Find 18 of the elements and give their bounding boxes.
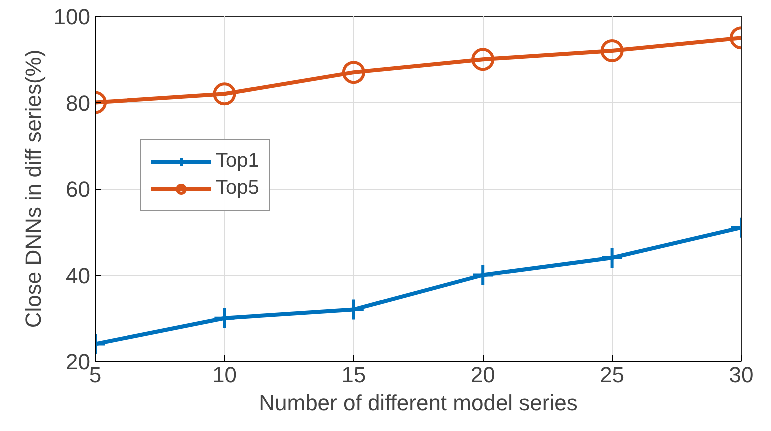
y-tick-label: 100	[54, 4, 91, 30]
point	[472, 264, 495, 287]
x-tick-label: 20	[470, 362, 496, 388]
point	[472, 48, 495, 72]
x-tick-label: 10	[212, 362, 237, 388]
x-tick-label: 5	[89, 362, 102, 388]
point	[342, 61, 366, 84]
x-tick-label: 30	[729, 362, 754, 388]
legend-label: Top5	[216, 177, 260, 200]
y-tick-label: 60	[66, 177, 91, 202]
x-tick-label: 15	[342, 362, 366, 388]
y-tick-label: 40	[66, 263, 91, 288]
legend-label: Top1	[216, 150, 260, 173]
y-axis-title: Close DNNs in diff series(%)	[20, 50, 46, 328]
x-axis-title: Number of different model series	[259, 390, 578, 416]
x-tick-label: 25	[600, 362, 625, 388]
y-tick-label: 80	[66, 90, 91, 116]
point	[342, 298, 366, 322]
